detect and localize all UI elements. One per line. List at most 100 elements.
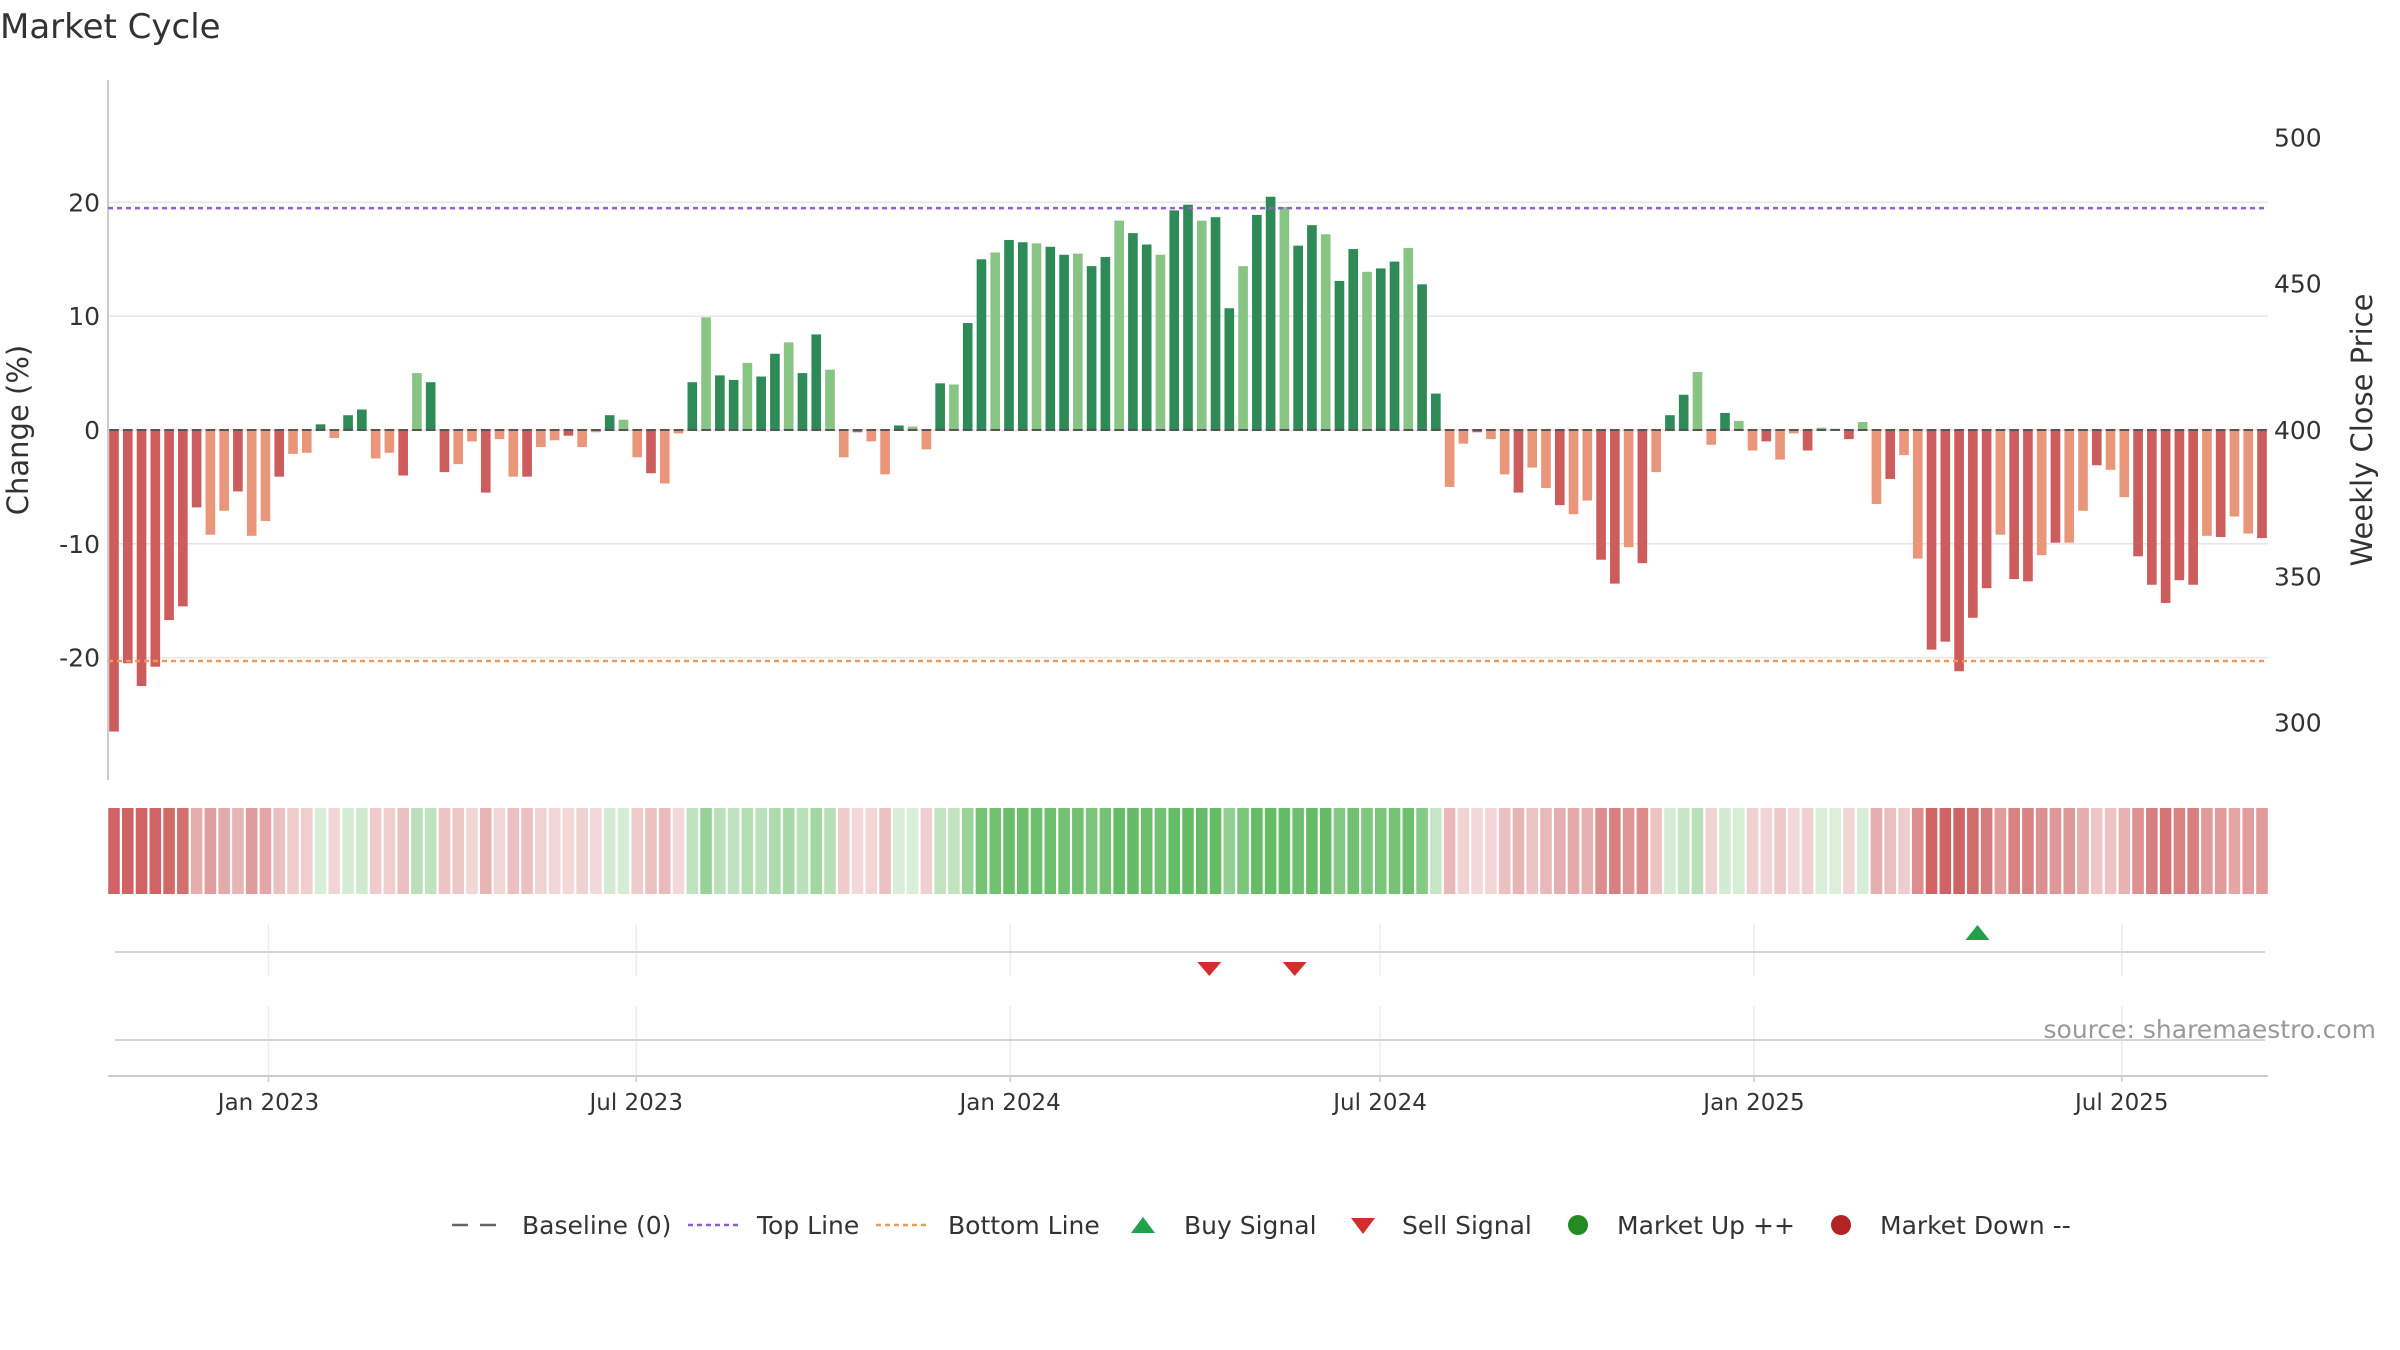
legend-swatch <box>1131 1217 1155 1233</box>
strip-cell <box>2201 808 2213 894</box>
signal-markers <box>1197 925 1990 976</box>
bar <box>1871 430 1882 504</box>
bar <box>1554 430 1565 506</box>
bar <box>756 376 766 430</box>
strip-cell <box>700 808 712 894</box>
strip-cell <box>2132 808 2144 894</box>
strip-cell <box>1650 808 1662 894</box>
bar <box>164 430 174 621</box>
strip-cell <box>1347 808 1360 894</box>
strip-cell <box>1815 808 1828 894</box>
bar <box>962 323 973 430</box>
chart-title: Market Cycle <box>0 7 221 47</box>
bar <box>1031 243 1042 430</box>
bar <box>136 430 147 687</box>
bar <box>1789 430 1799 434</box>
bar <box>329 430 340 438</box>
x-tick-labels: Jan 2023 Jul 2023 Jan 2024 Jul 2024 Jan 2025… <box>216 1076 2169 1116</box>
bar <box>563 430 574 436</box>
legend-label: Market Down -- <box>1880 1211 2071 1240</box>
bar <box>1747 430 1758 451</box>
bar <box>1155 254 1166 430</box>
bar <box>1403 247 1414 430</box>
bar <box>1073 253 1083 430</box>
bar <box>1307 225 1317 430</box>
strip-cell <box>948 808 960 894</box>
strip-cell <box>1512 808 1525 894</box>
strip-cell <box>314 808 327 894</box>
bar <box>1196 220 1207 430</box>
bar <box>1348 249 1359 430</box>
bar <box>1527 430 1538 468</box>
strip-cell <box>1113 808 1125 894</box>
strip-cell <box>1898 808 1910 894</box>
strip-cell <box>411 808 423 894</box>
bar <box>1141 244 1152 430</box>
bar <box>1362 271 1372 430</box>
strip-cell <box>300 808 313 894</box>
strip-cell <box>2049 808 2062 894</box>
strip-cell <box>2077 808 2089 894</box>
bar <box>233 430 243 492</box>
bar <box>191 430 202 508</box>
bar <box>1857 422 1868 430</box>
bar <box>1733 420 1744 430</box>
strip-cell <box>1526 808 1539 894</box>
bar <box>412 373 422 430</box>
strip-cell <box>1911 808 1924 894</box>
bar <box>825 369 835 430</box>
strip-cell <box>1168 808 1181 894</box>
source-label: source: sharemaestro.com <box>2044 1015 2377 1044</box>
legend-label: Bottom Line <box>948 1211 1100 1240</box>
bar <box>1472 430 1482 433</box>
strip-cell <box>2104 808 2117 894</box>
strip-cell <box>438 808 451 894</box>
strip-cell <box>2022 808 2034 894</box>
bar <box>549 430 560 441</box>
bar <box>1169 210 1180 430</box>
strip-cell <box>879 808 891 894</box>
bar <box>2078 430 2088 511</box>
strip-cell <box>1264 808 1277 894</box>
strip-cell <box>2090 808 2103 894</box>
bars <box>109 196 2267 732</box>
bar <box>604 415 615 430</box>
bar <box>1128 233 1138 430</box>
strip-cell <box>287 808 299 894</box>
bar <box>150 430 161 667</box>
strip-cell <box>1099 808 1112 894</box>
bar <box>1541 430 1551 489</box>
y-axis-label: Change (%) <box>1 345 35 515</box>
strip-cell <box>356 808 368 894</box>
bar <box>357 409 367 430</box>
strip-cell <box>369 808 382 894</box>
bar <box>219 430 229 511</box>
strip-cell <box>769 808 781 894</box>
legend-swatch <box>1568 1215 1588 1235</box>
bar <box>260 430 271 522</box>
y-tick-label: -20 <box>59 644 100 673</box>
strip-cell <box>1884 808 1897 894</box>
strip-cell <box>1719 808 1731 894</box>
bar <box>1678 394 1689 430</box>
bar <box>1114 220 1124 430</box>
bar <box>1100 257 1111 430</box>
bar <box>618 419 629 430</box>
bar <box>2257 430 2267 539</box>
bar <box>522 430 532 477</box>
bar <box>508 430 519 477</box>
x-tick-label: Jul 2023 <box>587 1090 683 1116</box>
strip-cell <box>920 808 933 894</box>
bar <box>2036 430 2047 556</box>
strip-cell <box>1140 808 1153 894</box>
strip-cell <box>851 808 864 894</box>
strip-cell <box>658 808 671 894</box>
bar <box>425 382 436 430</box>
strip-cell <box>1361 808 1373 894</box>
strip-cell <box>1540 808 1552 894</box>
strip-cell <box>1058 808 1070 894</box>
bar <box>1293 245 1303 430</box>
bar <box>1017 242 1028 430</box>
bar <box>866 430 877 442</box>
strip-cell <box>865 808 878 894</box>
